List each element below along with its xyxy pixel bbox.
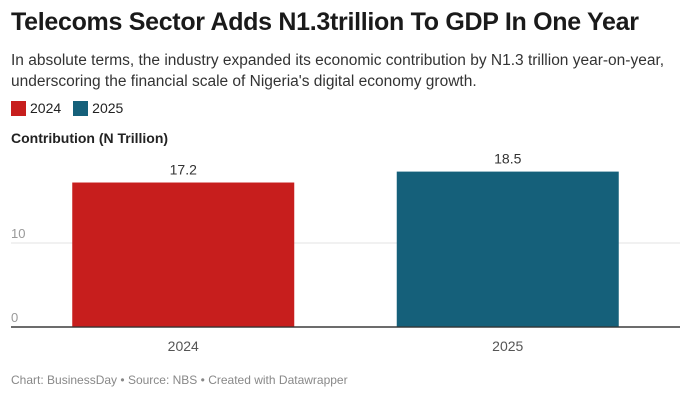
y-tick-label: 10 — [11, 226, 25, 241]
bar-chart: 0 10 17.2 18.5 2024 2025 — [11, 151, 680, 354]
value-label-2024: 17.2 — [170, 162, 197, 178]
y-tick-label: 0 — [11, 310, 18, 325]
bar-2025 — [396, 171, 619, 327]
footer-source: Source: NBS — [127, 373, 198, 387]
legend-label-2024: 2024 — [30, 100, 62, 116]
legend: 2024 2025 — [11, 100, 135, 116]
x-tick-labels: 2024 2025 — [168, 338, 524, 354]
footer-created-with: Created with Datawrapper — [208, 373, 348, 387]
legend-swatch-2025 — [73, 100, 89, 116]
bars — [11, 171, 680, 328]
value-labels: 17.2 18.5 — [170, 151, 522, 178]
y-axis-title: Contribution (N Trillion) — [11, 130, 169, 146]
footer-separator: • — [200, 373, 205, 387]
footer-credit: Chart: BusinessDay — [11, 373, 118, 387]
x-tick-label-2025: 2025 — [492, 338, 523, 354]
legend-item-2024: 2024 — [11, 100, 61, 116]
chart-subtitle: In absolute terms, the industry expanded… — [11, 52, 665, 90]
chart-footer: Chart: BusinessDay • Source: NBS • Creat… — [11, 373, 348, 387]
legend-label-2025: 2025 — [92, 100, 124, 116]
x-tick-label-2024: 2024 — [168, 338, 199, 354]
chart-title: Telecoms Sector Adds N1.3trillion To GDP… — [11, 8, 639, 36]
value-label-2025: 18.5 — [494, 151, 521, 167]
legend-item-2025: 2025 — [73, 100, 123, 116]
bar-2024 — [72, 182, 295, 327]
legend-swatch-2024 — [11, 100, 26, 116]
footer-separator: • — [120, 373, 125, 387]
